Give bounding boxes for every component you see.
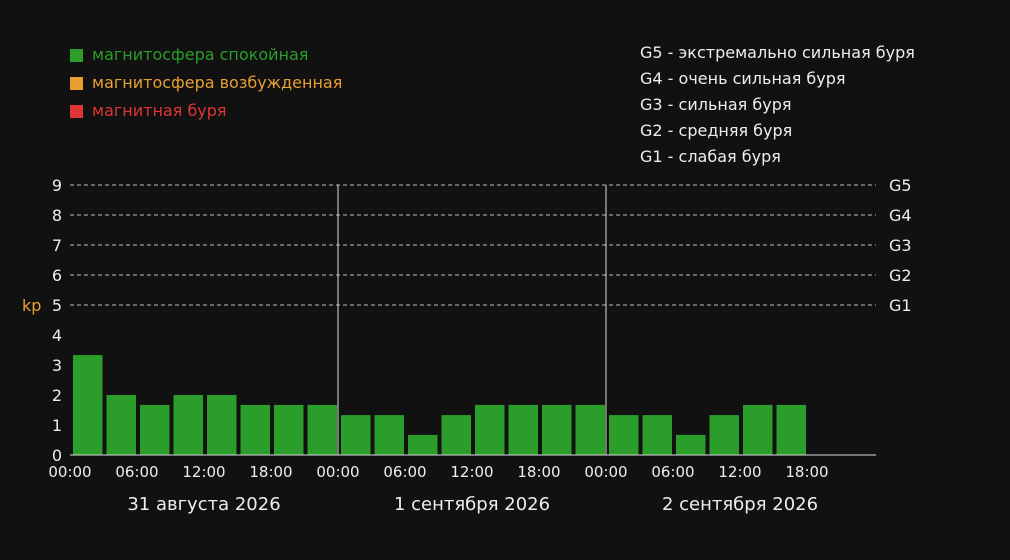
kp-bar bbox=[743, 404, 773, 455]
kp-bar bbox=[441, 415, 471, 455]
y-tick-label: 8 bbox=[52, 206, 62, 225]
y-tick-label: 2 bbox=[52, 386, 62, 405]
x-tick-label: 06:00 bbox=[651, 463, 694, 481]
storm-legend-item: G5 - экстремально сильная буря bbox=[640, 43, 915, 62]
x-tick-label: 12:00 bbox=[450, 463, 493, 481]
legend-label: магнитосфера возбужденная bbox=[92, 73, 342, 92]
x-tick-label: 06:00 bbox=[115, 463, 158, 481]
kp-bar bbox=[106, 395, 136, 455]
kp-bar bbox=[140, 404, 170, 455]
bars bbox=[73, 355, 806, 455]
x-tick-label: 18:00 bbox=[785, 463, 828, 481]
storm-legend-item: G4 - очень сильная буря bbox=[640, 69, 846, 88]
kp-bar bbox=[575, 404, 605, 455]
storm-legend-item: G2 - средняя буря bbox=[640, 121, 792, 140]
y-tick-label: 7 bbox=[52, 236, 62, 255]
kp-bar bbox=[173, 395, 203, 455]
storm-legend: G5 - экстремально сильная буря G4 - очень… bbox=[640, 43, 915, 166]
kp-bar bbox=[374, 415, 404, 455]
x-tick-label: 18:00 bbox=[249, 463, 292, 481]
x-tick-label: 00:00 bbox=[316, 463, 359, 481]
x-tick-label: 06:00 bbox=[383, 463, 426, 481]
legend: магнитосфера спокойная магнитосфера возбу… bbox=[70, 45, 342, 120]
storm-legend-item: G3 - сильная буря bbox=[640, 95, 791, 114]
kp-bar bbox=[240, 404, 270, 455]
axis-labels: 0 1 2 3 4 5 6 7 8 9 kp 00:00 06:00 12:00 18:00 00:00 06:… bbox=[22, 176, 829, 515]
day-label: 1 сентября 2026 bbox=[394, 494, 550, 515]
kp-bar bbox=[307, 404, 337, 455]
kp-bar bbox=[642, 415, 672, 455]
grid: G1 G2 G3 G4 G5 bbox=[70, 176, 912, 455]
day-label: 2 сентября 2026 bbox=[662, 494, 818, 515]
legend-label: магнитная буря bbox=[92, 101, 227, 120]
legend-swatch bbox=[70, 77, 83, 90]
kp-bar bbox=[73, 355, 103, 455]
y-tick-label: 0 bbox=[52, 446, 62, 465]
y-tick-label: 3 bbox=[52, 356, 62, 375]
kp-bar bbox=[274, 404, 304, 455]
x-tick-label: 00:00 bbox=[584, 463, 627, 481]
legend-label: магнитосфера спокойная bbox=[92, 45, 308, 64]
kp-bar bbox=[475, 404, 505, 455]
y-tick-label: 1 bbox=[52, 416, 62, 435]
kp-bar bbox=[542, 404, 572, 455]
x-tick-label: 18:00 bbox=[517, 463, 560, 481]
day-label: 31 августа 2026 bbox=[127, 494, 280, 515]
kp-bar bbox=[676, 434, 706, 455]
kp-bar bbox=[709, 415, 739, 455]
storm-level-label: G4 bbox=[889, 206, 912, 225]
legend-swatch bbox=[70, 49, 83, 62]
kp-bar bbox=[609, 415, 639, 455]
x-tick-label: 00:00 bbox=[48, 463, 91, 481]
storm-level-label: G1 bbox=[889, 296, 912, 315]
kp-bar bbox=[776, 404, 806, 455]
storm-level-label: G5 bbox=[889, 176, 912, 195]
storm-legend-item: G1 - слабая буря bbox=[640, 147, 781, 166]
y-tick-label: 5 bbox=[52, 296, 62, 315]
x-tick-label: 12:00 bbox=[182, 463, 225, 481]
y-tick-label: 9 bbox=[52, 176, 62, 195]
x-tick-label: 12:00 bbox=[718, 463, 761, 481]
storm-level-label: G2 bbox=[889, 266, 912, 285]
legend-swatch bbox=[70, 105, 83, 118]
storm-level-label: G3 bbox=[889, 236, 912, 255]
y-tick-label: 6 bbox=[52, 266, 62, 285]
kp-bar bbox=[207, 395, 237, 455]
kp-bar bbox=[508, 404, 538, 455]
kp-bar bbox=[408, 434, 438, 455]
y-tick-label: 4 bbox=[52, 326, 62, 345]
kp-bar bbox=[341, 415, 371, 455]
y-axis-label: kp bbox=[22, 296, 41, 315]
